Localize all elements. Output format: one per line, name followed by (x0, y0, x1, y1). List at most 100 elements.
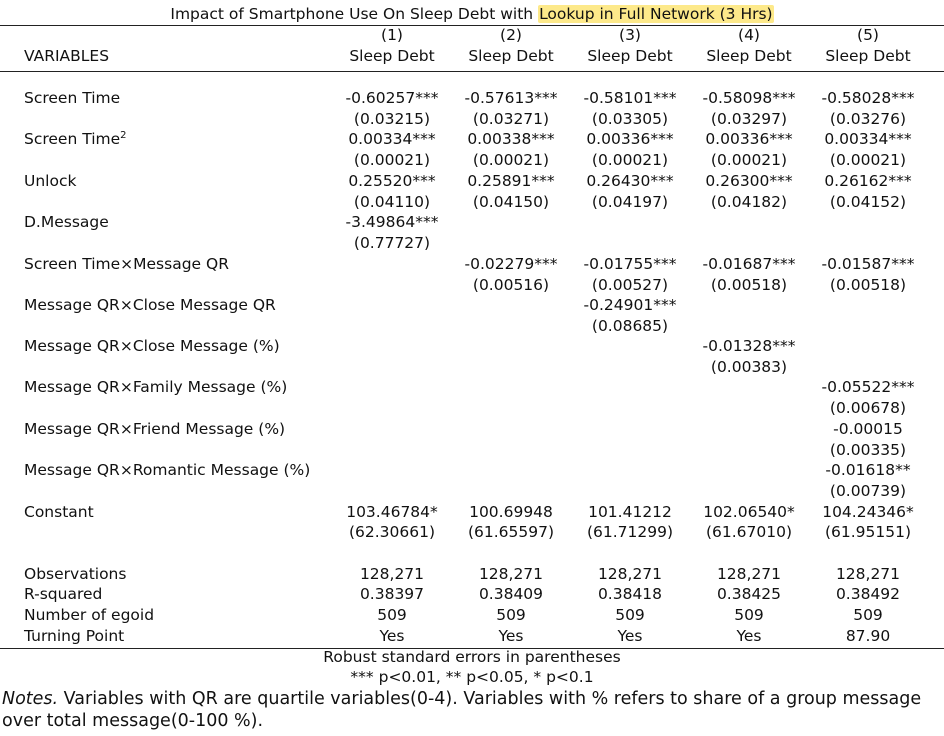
coef-cell: -0.58101*** (583, 89, 677, 107)
stat-cell: 0.38409 (478, 585, 544, 603)
coef-cell: -3.49864*** (345, 213, 439, 231)
row-label-message-qr-x-romantic-pct: Message QR×Romantic Message (%) (24, 461, 311, 479)
se-cell: (61.65597) (467, 523, 555, 541)
col-number-2: (2) (500, 26, 522, 44)
se-cell: (0.04150) (472, 193, 550, 211)
stat-cell: 0.38425 (716, 585, 782, 603)
row-label-observations: Observations (24, 565, 127, 583)
row-label-unlock: Unlock (24, 172, 77, 190)
se-cell: (0.03271) (472, 110, 550, 128)
stat-cell: 0.38418 (597, 585, 663, 603)
se-cell: (0.04110) (353, 193, 431, 211)
stat-cell: 0.38397 (359, 585, 425, 603)
stat-cell: Yes (498, 627, 524, 645)
col-number-5: (5) (857, 26, 879, 44)
coef-cell: -0.01755*** (583, 255, 677, 273)
stat-cell: 0.38492 (835, 585, 901, 603)
se-cell: (0.00518) (829, 276, 907, 294)
row-label-message-qr-x-close-qr: Message QR×Close Message QR (24, 296, 276, 314)
stat-cell: Yes (736, 627, 762, 645)
col-name-3: Sleep Debt (587, 47, 673, 65)
significance-note: *** p<0.01, ** p<0.05, * p<0.1 (350, 668, 594, 686)
se-cell: (0.00021) (591, 151, 669, 169)
se-cell: (0.03297) (710, 110, 788, 128)
col-number-4: (4) (738, 26, 760, 44)
se-cell: (0.00021) (472, 151, 550, 169)
row-label-message-qr-x-friend-pct: Message QR×Friend Message (%) (24, 420, 286, 438)
title-prefix: Impact of Smartphone Use On Sleep Debt w… (170, 5, 539, 23)
coef-cell: -0.05522*** (821, 378, 915, 396)
top-rule (0, 25, 944, 26)
coef-cell: 0.00338*** (467, 130, 555, 148)
coef-cell: 0.00334*** (348, 130, 436, 148)
se-cell: (61.71299) (586, 523, 674, 541)
coef-cell: 0.00334*** (824, 130, 912, 148)
coef-cell: 0.25891*** (467, 172, 555, 190)
se-cell: (0.04152) (829, 193, 907, 211)
se-cell: (0.03215) (353, 110, 431, 128)
coef-cell: 101.41212 (588, 503, 672, 521)
se-cell: (0.00335) (829, 441, 907, 459)
stat-cell: 509 (377, 606, 407, 624)
coef-cell: -0.58098*** (702, 89, 796, 107)
se-cell: (62.30661) (348, 523, 436, 541)
col-name-2: Sleep Debt (468, 47, 554, 65)
se-cell: (61.95151) (824, 523, 912, 541)
coef-cell: 0.00336*** (586, 130, 674, 148)
coef-cell: -0.60257*** (345, 89, 439, 107)
se-cell: (0.00383) (710, 358, 788, 376)
row-label-r-squared: R-squared (24, 585, 103, 603)
coef-cell: -0.01618** (825, 461, 911, 479)
se-cell: (0.03276) (829, 110, 907, 128)
se-cell: (0.03305) (591, 110, 669, 128)
variables-header: VARIABLES (24, 47, 110, 65)
se-cell: (0.00021) (710, 151, 788, 169)
se-cell: (0.00527) (591, 276, 669, 294)
bottom-rule (0, 648, 944, 649)
se-cell: (0.00678) (829, 399, 907, 417)
robust-se-note: Robust standard errors in parentheses (323, 648, 621, 666)
row-label-screen-time: Screen Time (24, 89, 121, 107)
stat-cell: Yes (379, 627, 405, 645)
stat-cell: 128,271 (597, 565, 663, 583)
col-name-4: Sleep Debt (706, 47, 792, 65)
notes-text: Variables with QR are quartile variables… (2, 689, 922, 731)
se-cell: (0.00516) (472, 276, 550, 294)
col-number-1: (1) (381, 26, 403, 44)
coef-cell: -0.57613*** (464, 89, 558, 107)
coef-cell: -0.58028*** (821, 89, 915, 107)
coef-cell: 0.25520*** (348, 172, 436, 190)
coef-cell: -0.01587*** (821, 255, 915, 273)
se-cell: (0.00739) (829, 482, 907, 500)
stat-cell: 509 (496, 606, 526, 624)
row-label-d-message: D.Message (24, 213, 109, 231)
coef-cell: 103.46784* (346, 503, 438, 521)
superscript: 2 (120, 130, 127, 141)
coef-cell: -0.01328*** (702, 337, 796, 355)
row-label-text: Screen Time (24, 130, 121, 148)
coef-cell: 0.26430*** (586, 172, 674, 190)
coef-cell: 0.26300*** (705, 172, 793, 190)
coef-cell: 102.06540* (703, 503, 795, 521)
se-cell: (0.04197) (591, 193, 669, 211)
stat-cell: 128,271 (835, 565, 901, 583)
col-number-3: (3) (619, 26, 641, 44)
se-cell: (0.08685) (591, 317, 669, 335)
row-label-turning-point: Turning Point (24, 627, 125, 645)
coef-cell: -0.01687*** (702, 255, 796, 273)
coef-cell: 0.00336*** (705, 130, 793, 148)
coef-cell: -0.24901*** (583, 296, 677, 314)
se-cell: (0.00518) (710, 276, 788, 294)
stat-cell: 509 (615, 606, 645, 624)
row-label-screen-time-squared: Screen Time2 (24, 129, 127, 149)
coef-cell: 104.24346* (822, 503, 914, 521)
stat-cell: 87.90 (845, 627, 891, 645)
coef-cell: -0.00015 (833, 420, 903, 438)
row-label-message-qr-x-family-pct: Message QR×Family Message (%) (24, 378, 288, 396)
coef-cell: 100.69948 (469, 503, 553, 521)
coef-cell: 0.26162*** (824, 172, 912, 190)
col-name-1: Sleep Debt (349, 47, 435, 65)
table-title: Impact of Smartphone Use On Sleep Debt w… (0, 4, 944, 24)
se-cell: (61.67010) (705, 523, 793, 541)
